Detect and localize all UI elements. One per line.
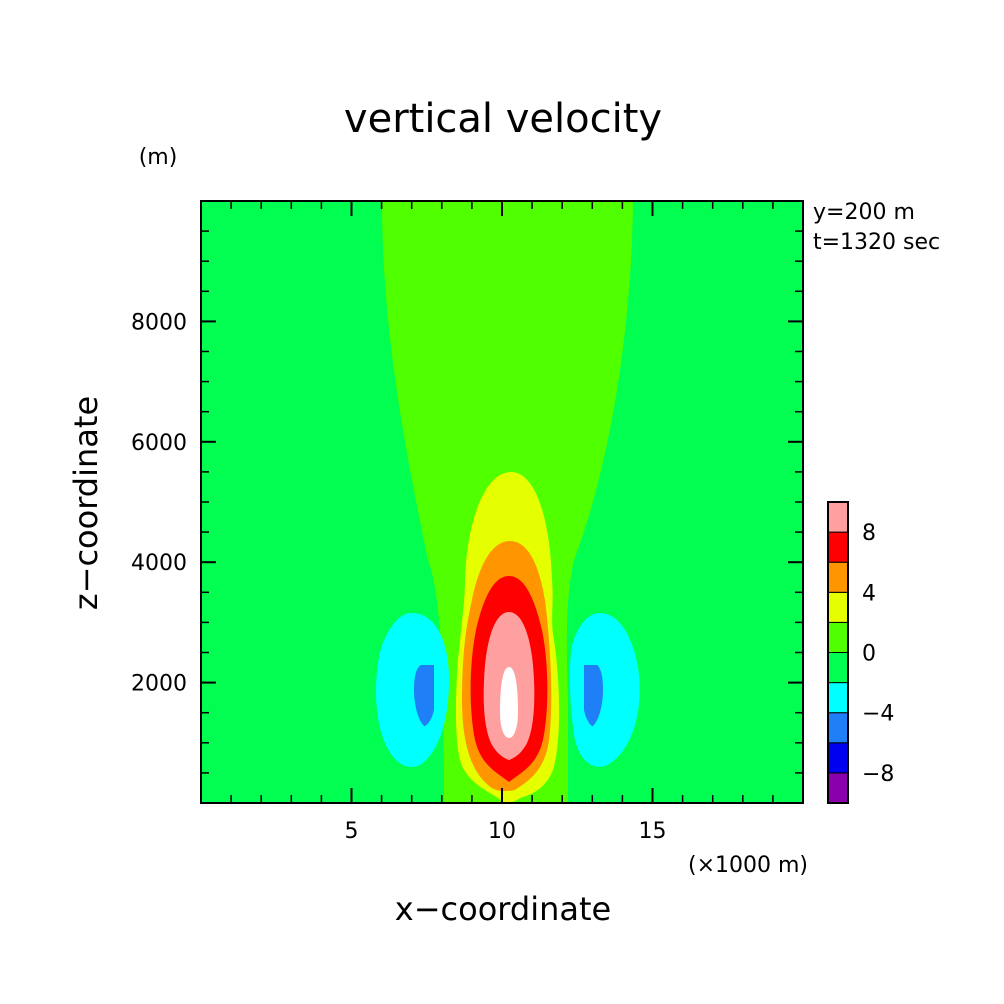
annotation-time: t=1320 sec [813,230,940,255]
colorbar-swatch [827,591,849,623]
x-tick-labels: 5 10 15 [345,819,667,844]
y-axis-unit: (m) [139,145,178,170]
colorbar-tick-label: −8 [862,762,894,787]
x-tick-label: 10 [488,819,516,844]
y-tick-label: 4000 [131,551,187,576]
y-axis-label: z−coordinate [67,396,105,610]
y-tick-label: 8000 [131,310,187,335]
chart-title: vertical velocity [344,96,662,142]
x-tick-label: 15 [639,819,667,844]
x-axis-label: x−coordinate [395,890,611,928]
contour-band-neg-6-to-neg-4-left [414,665,434,727]
plot-area [201,201,803,803]
colorbar-tick-label: 4 [862,581,876,606]
y-tick-label: 2000 [131,672,187,697]
contour-band-neg-4-to-neg-2-right [569,613,640,767]
major-ticks [201,201,803,803]
colorbar-swatch [827,652,849,684]
contour-band-neg-6-to-neg-4-right [584,665,603,727]
colorbar-swatch [827,712,849,744]
colorbar-swatch [827,682,849,714]
colorbar-swatch [827,501,849,533]
colorbar-swatch [827,561,849,593]
contour-band-neg-4-to-neg-2-left [376,613,450,767]
colorbar-tick-label: 8 [862,521,876,546]
y-tick-labels: 2000 4000 6000 8000 [131,310,187,696]
colorbar-swatch [827,772,849,804]
x-tick-label: 5 [345,819,359,844]
colorbar-swatch [827,531,849,563]
y-tick-label: 6000 [131,431,187,456]
colorbar-frame [827,501,849,804]
x-axis-unit: (×1000 m) [688,853,808,878]
colorbar-labels: −8 −4 0 4 8 [862,521,894,787]
colorbar-tick-label: 0 [862,642,876,667]
colorbar-swatch [827,742,849,774]
colorbar-swatch [827,621,849,654]
contour-band-above-10 [500,667,518,738]
colorbar-tick-label: −4 [862,702,894,727]
colorbar [827,501,849,804]
annotation-y-position: y=200 m [813,200,915,225]
